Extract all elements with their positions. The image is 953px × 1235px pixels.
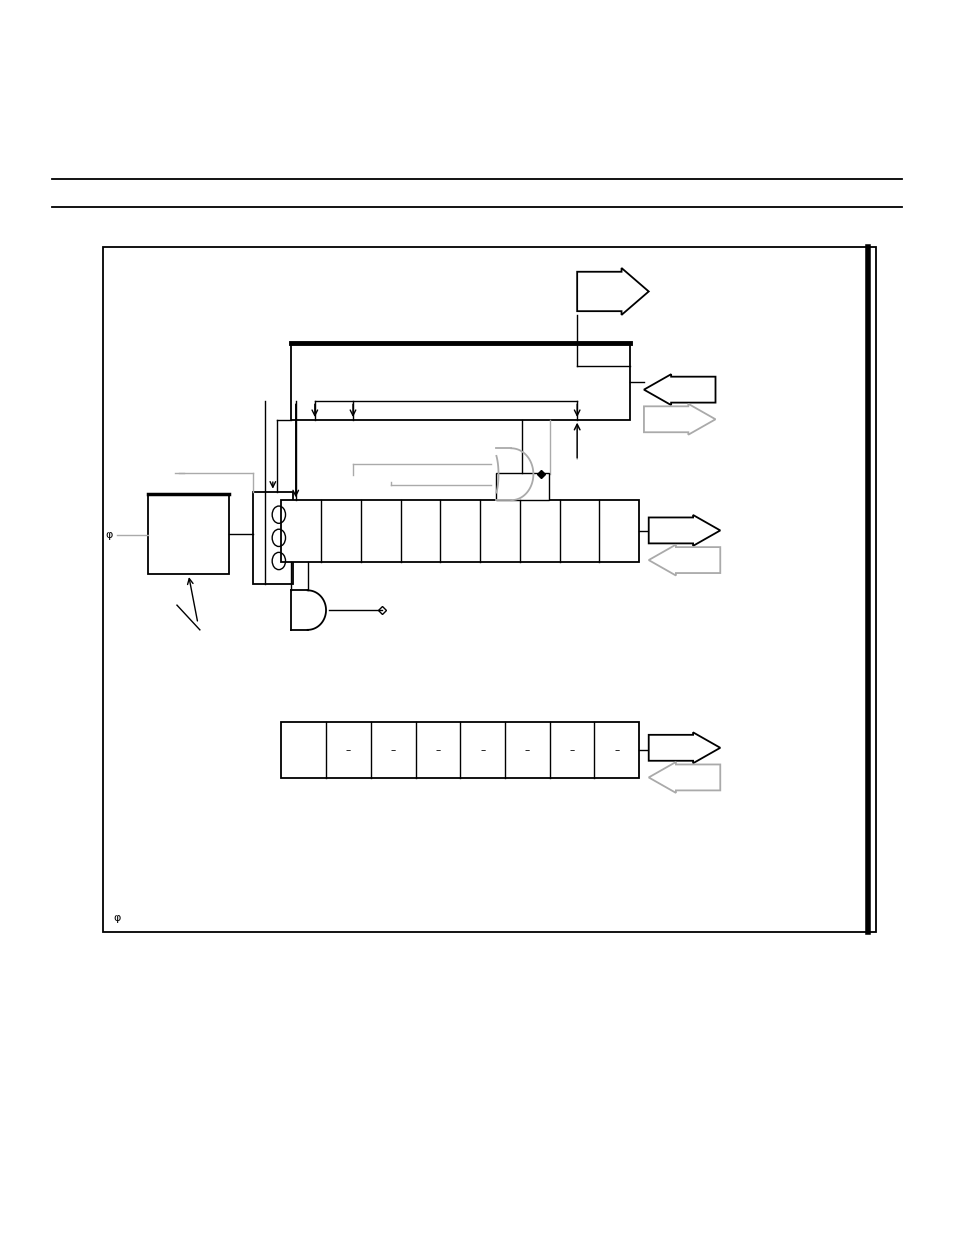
Polygon shape: [648, 732, 720, 763]
Bar: [103, 247, 875, 932]
Text: –: –: [346, 745, 351, 756]
Text: –: –: [390, 745, 395, 756]
Bar: [281, 722, 639, 778]
Polygon shape: [648, 762, 720, 793]
Bar: [281, 500, 639, 562]
Polygon shape: [577, 268, 648, 315]
Text: φ: φ: [105, 530, 112, 540]
Polygon shape: [643, 404, 715, 435]
Polygon shape: [643, 374, 715, 405]
Polygon shape: [648, 545, 720, 576]
Polygon shape: [648, 515, 720, 546]
Bar: [148, 494, 229, 574]
Text: –: –: [569, 745, 574, 756]
Bar: [253, 492, 293, 584]
Bar: [291, 343, 629, 420]
Text: –: –: [524, 745, 530, 756]
Text: φ: φ: [113, 913, 121, 923]
Bar: [496, 473, 548, 500]
Text: –: –: [479, 745, 485, 756]
Text: –: –: [435, 745, 440, 756]
Text: –: –: [614, 745, 618, 756]
